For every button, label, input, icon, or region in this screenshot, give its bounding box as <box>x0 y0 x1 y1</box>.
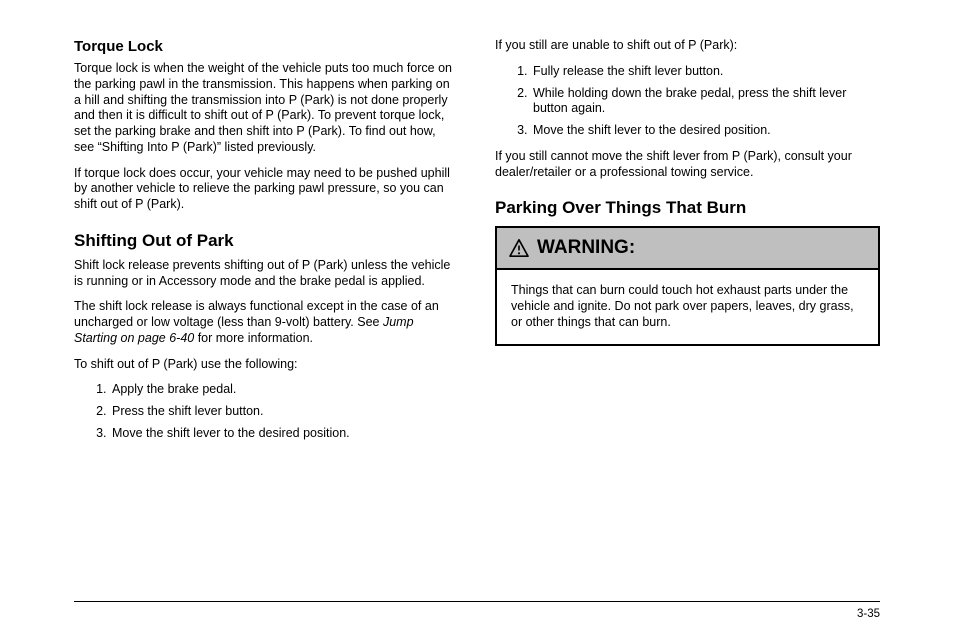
warning-header: WARNING: <box>497 228 878 270</box>
shift-out-intro: To shift out of P (Park) use the followi… <box>74 357 459 373</box>
manual-page: Torque Lock Torque lock is when the weig… <box>0 0 954 638</box>
shift-step-1: Apply the brake pedal. <box>110 382 459 398</box>
shift-step-2: Press the shift lever button. <box>110 404 459 420</box>
shift-out-steps: Apply the brake pedal. Press the shift l… <box>74 382 459 441</box>
warning-box: WARNING: Things that can burn could touc… <box>495 226 880 346</box>
shifting-out-heading: Shifting Out of Park <box>74 231 459 251</box>
warning-label: WARNING: <box>537 237 635 259</box>
warning-triangle-icon <box>509 239 529 257</box>
left-column: Torque Lock Torque lock is when the weig… <box>74 38 459 452</box>
torque-lock-heading: Torque Lock <box>74 38 459 55</box>
unable-step-3: Move the shift lever to the desired posi… <box>531 123 880 139</box>
unable-step-2: While holding down the brake pedal, pres… <box>531 86 880 118</box>
warning-body-text: Things that can burn could touch hot exh… <box>497 270 878 344</box>
torque-lock-para-2: If torque lock does occur, your vehicle … <box>74 166 459 213</box>
shift-step-3: Move the shift lever to the desired posi… <box>110 426 459 442</box>
consult-dealer-para: If you still cannot move the shift lever… <box>495 149 880 181</box>
page-number: 3-35 <box>74 608 880 620</box>
unable-shift-intro: If you still are unable to shift out of … <box>495 38 880 54</box>
shift-lock-para-1: Shift lock release prevents shifting out… <box>74 258 459 290</box>
torque-lock-para-1: Torque lock is when the weight of the ve… <box>74 61 459 156</box>
two-column-layout: Torque Lock Torque lock is when the weig… <box>74 38 880 452</box>
page-footer: 3-35 <box>74 601 880 620</box>
footer-rule <box>74 601 880 602</box>
parking-burn-heading: Parking Over Things That Burn <box>495 198 880 218</box>
unable-step-1: Fully release the shift lever button. <box>531 64 880 80</box>
shift-lock-para-2: The shift lock release is always functio… <box>74 299 459 346</box>
unable-shift-steps: Fully release the shift lever button. Wh… <box>495 64 880 139</box>
shift-lock-text-c: for more information. <box>194 331 313 345</box>
right-column: If you still are unable to shift out of … <box>495 38 880 452</box>
